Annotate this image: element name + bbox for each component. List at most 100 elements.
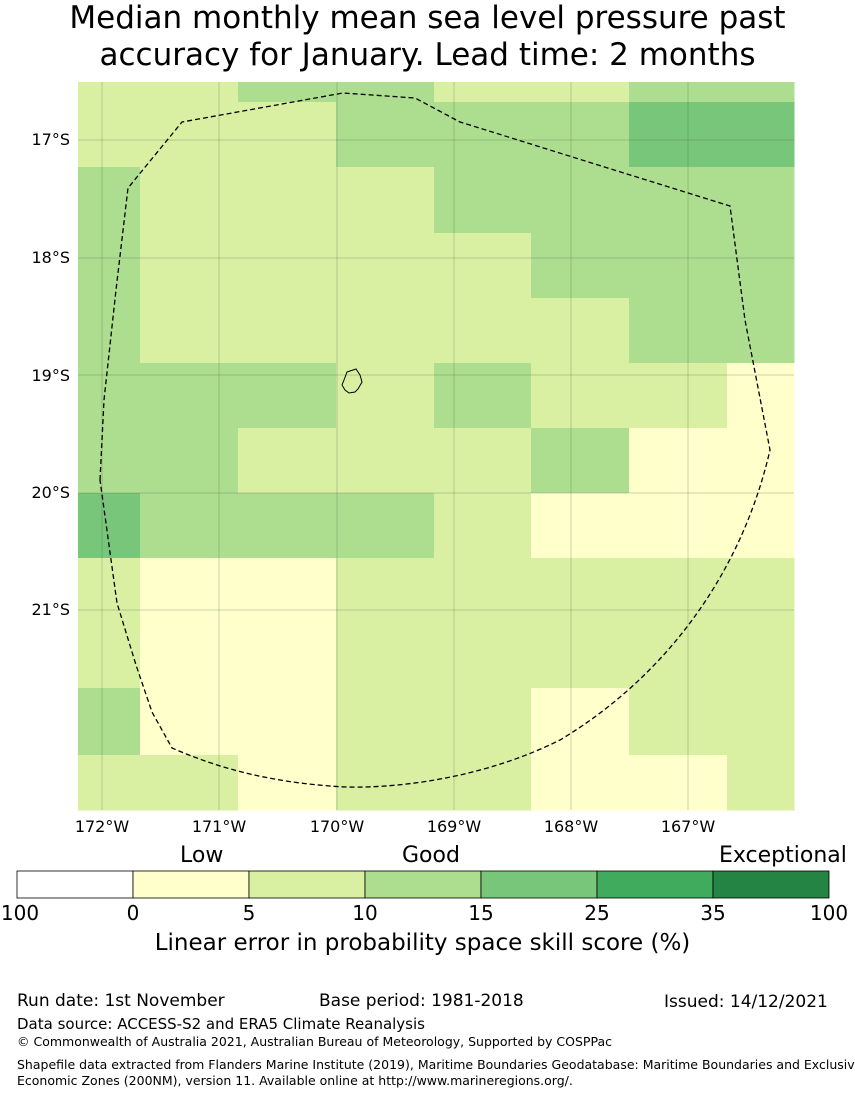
colorbar-tick-6: 35 — [700, 901, 726, 925]
colorbar-segment — [596, 870, 714, 899]
skill-cell — [238, 558, 337, 624]
skill-cell — [238, 363, 337, 429]
skill-cell — [629, 623, 728, 689]
colorbar-tick-7: 100 — [809, 901, 849, 925]
skill-cell — [78, 493, 141, 559]
skill-cell — [336, 102, 435, 168]
legend-category-good: Good — [402, 843, 460, 868]
title-line-1: Median monthly mean sea level pressure p… — [69, 0, 786, 36]
skill-cell — [336, 363, 435, 429]
skill-cell — [140, 102, 239, 168]
longitude-labels: 172°W 171°W 170°W 169°W 168°W 167°W — [75, 817, 716, 836]
data-source: Data source: ACCESS-S2 and ERA5 Climate … — [17, 1015, 425, 1033]
skill-cell — [629, 82, 728, 103]
skill-cell — [434, 167, 532, 234]
skill-cell — [727, 82, 795, 103]
skill-cell — [140, 363, 239, 429]
skill-cell — [238, 493, 337, 559]
skill-cell — [629, 558, 728, 624]
skill-cell — [727, 623, 795, 689]
skill-cell — [727, 233, 795, 299]
lon-label-167w: 167°W — [661, 817, 716, 836]
skill-cell — [531, 167, 630, 234]
skill-cell — [140, 167, 239, 234]
skill-cell — [238, 688, 337, 756]
skill-cell — [434, 493, 532, 559]
legend-category-low: Low — [180, 843, 224, 868]
skill-cell — [140, 233, 239, 299]
lon-label-169w: 169°W — [427, 817, 482, 836]
skill-cell — [531, 623, 630, 689]
skill-cell — [238, 233, 337, 299]
colorbar-tick-0: 100 — [0, 901, 40, 925]
lon-label-171w: 171°W — [192, 817, 247, 836]
colorbar-tick-5: 25 — [584, 901, 610, 925]
skill-cell — [629, 688, 728, 756]
skill-cell — [531, 363, 630, 429]
skill-cell — [140, 493, 239, 559]
lon-label-168w: 168°W — [544, 817, 599, 836]
skill-map: 17°S 18°S 19°S 20°S 21°S 172°W 171°W 170… — [16, 82, 830, 899]
skill-cell — [238, 623, 337, 689]
skill-cell — [434, 755, 532, 811]
skill-cell — [336, 298, 435, 364]
title-line-2: accuracy for January. Lead time: 2 month… — [99, 37, 756, 73]
skill-cell — [434, 558, 532, 624]
skill-cell — [629, 363, 728, 429]
skill-cell — [727, 167, 795, 234]
skill-cell — [238, 428, 337, 494]
shapefile-credit-line-2: Economic Zones (200NM), version 11. Avai… — [17, 1073, 573, 1088]
colorbar-tick-2: 5 — [242, 901, 256, 925]
colorbar-segment — [480, 870, 598, 899]
skill-cell — [78, 298, 141, 364]
skill-cell — [727, 755, 795, 811]
skill-cell — [140, 298, 239, 364]
lon-label-172w: 172°W — [75, 817, 130, 836]
skill-cell — [336, 167, 435, 234]
lat-label-21s: 21°S — [31, 600, 70, 619]
skill-cell — [727, 688, 795, 756]
colorbar-tick-4: 15 — [468, 901, 494, 925]
issued-date: Issued: 14/12/2021 — [664, 992, 828, 1012]
skill-cell — [78, 623, 141, 689]
copyright: © Commonwealth of Australia 2021, Austra… — [17, 1034, 612, 1049]
skill-cell — [629, 298, 728, 364]
skill-cell — [336, 558, 435, 624]
skill-cell — [727, 363, 795, 429]
latitude-labels: 17°S 18°S 19°S 20°S 21°S — [31, 130, 70, 619]
skill-cell — [78, 755, 141, 811]
skill-cell — [336, 428, 435, 494]
skill-cell — [629, 493, 728, 559]
skill-cell — [140, 82, 239, 103]
skill-cell — [336, 688, 435, 756]
skill-cell — [140, 755, 239, 811]
skill-cell — [78, 688, 141, 756]
base-period: Base period: 1981-2018 — [319, 991, 524, 1011]
lat-label-18s: 18°S — [31, 248, 70, 267]
skill-cell — [78, 428, 141, 494]
skill-cell — [238, 755, 337, 811]
colorbar-segment — [248, 870, 366, 899]
skill-cell — [727, 428, 795, 494]
skill-cell — [140, 623, 239, 689]
skill-cell — [629, 755, 728, 811]
colorbar-tick-1: 0 — [126, 901, 140, 925]
skill-cell — [238, 298, 337, 364]
skill-cell — [531, 688, 630, 756]
skill-cell — [238, 167, 337, 234]
lat-label-19s: 19°S — [31, 366, 70, 385]
map-title: Median monthly mean sea level pressure p… — [0, 0, 855, 74]
skill-cell — [434, 428, 532, 494]
skill-cell — [78, 233, 141, 299]
colorbar-segment — [364, 870, 482, 899]
skill-cell — [336, 755, 435, 811]
skill-cell — [434, 363, 532, 429]
skill-cell — [629, 428, 728, 494]
skill-cell — [531, 493, 630, 559]
colorbar-segment — [712, 870, 830, 899]
skill-cell — [727, 558, 795, 624]
skill-cell — [238, 82, 337, 103]
skill-cell — [336, 493, 435, 559]
skill-cell — [434, 688, 532, 756]
skill-cell — [140, 558, 239, 624]
